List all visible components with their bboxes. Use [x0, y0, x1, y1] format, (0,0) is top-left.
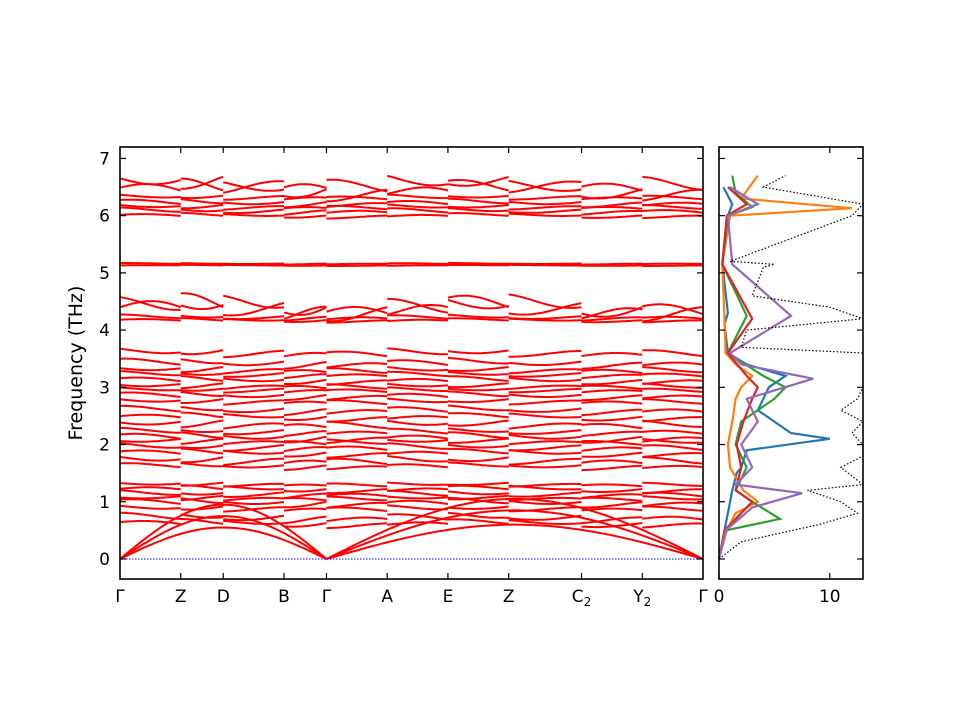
kpoint-label-text: Γ [322, 587, 332, 607]
kpoint-label: Γ [698, 587, 708, 607]
optical-band-36 [119, 197, 704, 209]
kpoint-label: Γ [322, 587, 332, 607]
optical-band-7 [119, 481, 704, 488]
optical-band-25 [119, 356, 704, 370]
acoustic-branch-4 [326, 509, 704, 560]
kpoint-label-text: A [381, 587, 393, 607]
optical-band-16 [119, 411, 703, 423]
kpoint-label: Z [503, 587, 515, 607]
optical-band-4 [119, 494, 703, 502]
optical-band-20 [119, 386, 704, 394]
kpoint-label-text: C [572, 587, 584, 607]
y-tick-label: 7 [99, 149, 110, 169]
dos-series-0 [717, 186, 830, 560]
optical-band-14 [119, 426, 704, 437]
kpoint-label-text: Z [175, 587, 187, 607]
optical-band-18 [119, 397, 704, 406]
kpoint-label: Γ [115, 587, 125, 607]
optical-band-5 [119, 489, 704, 500]
optical-band-30 [119, 296, 704, 320]
optical-band-32 [120, 261, 703, 266]
optical-band-6 [119, 484, 703, 495]
dos-series-4 [717, 186, 814, 560]
kpoint-label-text: Z [503, 587, 515, 607]
optical-band-15 [119, 419, 703, 430]
optical-band-9 [119, 455, 704, 466]
y-tick-label: 2 [99, 436, 110, 456]
band-lines [119, 174, 704, 560]
dos-panel: 0 10 [714, 146, 865, 607]
kpoint-label-text: B [278, 587, 290, 607]
kpoint-label-subscript: 2 [644, 595, 652, 609]
acoustic-branch-5 [326, 497, 704, 560]
optical-band-27 [119, 317, 703, 324]
optical-band-21 [119, 382, 704, 390]
kpoint-label: A [381, 587, 393, 607]
kpoint-label-text: D [217, 587, 230, 607]
dos-plot-frame [718, 146, 864, 580]
acoustic-branch-3 [326, 523, 704, 560]
y-axis-label: Frequency (THz) [65, 286, 87, 441]
kpoint-label-text: Γ [115, 587, 125, 607]
y-tick-label: 1 [99, 493, 110, 513]
optical-band-39 [119, 174, 704, 194]
optical-band-19 [119, 390, 704, 402]
optical-band-17 [120, 404, 704, 417]
dos-series-5 [718, 175, 865, 560]
kpoint-label: C2 [572, 587, 592, 609]
optical-band-11 [119, 442, 704, 452]
kpoint-label-text: Y [632, 587, 644, 607]
kpoint-label-text: E [443, 587, 454, 607]
optical-band-26 [119, 347, 704, 359]
y-tick-label: 6 [99, 207, 110, 227]
kpoint-label: E [443, 587, 454, 607]
kpoint-label: D [217, 587, 230, 607]
dos-series-3 [717, 186, 760, 560]
kpoint-label-subscript: 2 [584, 595, 592, 609]
acoustic-branch-2 [119, 503, 328, 560]
optical-band-34 [120, 206, 704, 216]
dos-x-tick-label: 10 [819, 587, 841, 607]
optical-band-3 [119, 496, 704, 509]
high-symmetry-lines: Γ Z D B Γ A E Z C2 Y2 Γ [115, 147, 708, 609]
kpoint-label: Z [175, 587, 187, 607]
optical-band-29 [119, 292, 704, 323]
kpoint-label-text: Γ [698, 587, 708, 607]
y-tick-label: 4 [99, 321, 110, 341]
acoustic-branch-0 [119, 526, 327, 560]
y-tick-label: 3 [99, 378, 110, 398]
optical-band-13 [119, 431, 704, 444]
optical-band-23 [119, 370, 704, 380]
kpoint-label: Y2 [632, 587, 651, 609]
dos-x-tick-label: 0 [714, 587, 725, 607]
y-tick-label: 0 [99, 550, 110, 570]
dos-lines [717, 174, 865, 560]
kpoint-label: B [278, 587, 290, 607]
optical-band-10 [119, 447, 704, 459]
acoustic-branch-1 [119, 515, 328, 560]
optical-band-35 [119, 203, 703, 211]
optical-band-8 [119, 461, 704, 472]
optical-band-33 [119, 211, 703, 220]
band-axis-ticks: 0 1 2 3 4 5 6 7 [99, 149, 703, 570]
y-tick-label: 5 [99, 264, 110, 284]
optical-band-22 [119, 375, 704, 386]
optical-band-24 [119, 366, 703, 375]
optical-band-2 [119, 504, 704, 513]
band-plot-frame [119, 146, 704, 580]
optical-band-31 [120, 263, 703, 267]
